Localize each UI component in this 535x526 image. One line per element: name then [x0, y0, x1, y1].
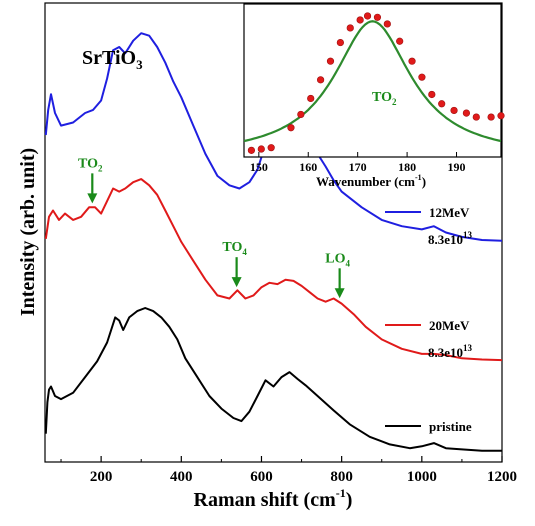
inset-panel: 150 160 170 180 190 TO2 Wavenumber (cm-1) — [243, 3, 505, 189]
inset-x-axis-title: Wavenumber (cm-1) — [316, 173, 426, 189]
inset-data-point — [307, 94, 315, 103]
inset-data-point — [326, 57, 335, 65]
legend: 12MeV 8.3e1013 20MeV 8.3e1013 pristine — [385, 205, 473, 434]
annotation-arrow-head — [334, 288, 345, 299]
inset-data-point — [497, 112, 505, 120]
inset-data-point — [346, 24, 354, 32]
inset-data-point — [257, 145, 265, 153]
x-tick-label: 200 — [90, 469, 113, 485]
inset-tick-label: 190 — [448, 160, 466, 174]
inset-data-point — [336, 38, 344, 47]
inset-data-point — [247, 146, 256, 154]
legend-label-12mev: 12MeV — [429, 205, 470, 220]
inset-data-point — [462, 109, 471, 117]
inset-data-point — [487, 113, 495, 121]
inset-data-point — [396, 37, 404, 45]
inset-data-point — [287, 124, 295, 132]
inset-tick-label: 150 — [250, 160, 268, 174]
legend-label-20mev: 20MeV — [429, 318, 470, 333]
y-axis-title: Intensity (arb. unit) — [17, 148, 39, 316]
inset-data-point — [363, 12, 372, 20]
inset-data-point — [356, 16, 364, 24]
legend-dose-20mev: 8.3e1013 — [428, 343, 473, 360]
annotation-arrow-head — [231, 277, 242, 288]
annotation-arrow-head — [87, 193, 98, 204]
series-line-20mev — [44, 178, 503, 362]
x-axis-title: Raman shift (cm-1) — [194, 486, 353, 511]
x-tick-label: 800 — [330, 469, 353, 485]
x-tick-label: 400 — [170, 469, 193, 485]
inset-data-point — [408, 57, 416, 65]
main-x-ticks: 200 400 600 800 1000 1200 — [60, 456, 517, 485]
annotation-label: TO4 — [222, 240, 247, 257]
inset-data-point — [438, 100, 446, 108]
inset-data-point — [418, 73, 426, 81]
main-series-group — [44, 32, 503, 452]
inset-data-point — [428, 90, 436, 99]
inset-data-point — [472, 113, 480, 121]
inset-data-point — [373, 13, 382, 21]
inset-peak-label: TO2 — [372, 90, 397, 107]
inset-data-point — [297, 110, 305, 119]
inset-frame — [243, 3, 502, 158]
inset-data-point — [383, 20, 391, 28]
material-label: SrTiO3 — [82, 47, 143, 72]
inset-data-point — [450, 106, 458, 115]
x-tick-label: 1200 — [487, 469, 517, 485]
x-tick-label: 1000 — [407, 469, 437, 485]
legend-label-pristine: pristine — [429, 419, 472, 434]
x-tick-label: 600 — [250, 469, 273, 485]
inset-data-point — [267, 144, 275, 152]
inset-data — [243, 12, 505, 154]
annotation-label: LO4 — [325, 251, 350, 268]
peak-annotations: TO2 TO4 LO4 — [78, 156, 351, 299]
annotation-label: TO2 — [78, 156, 103, 173]
inset-tick-label: 180 — [398, 160, 416, 174]
inset-data-point — [317, 76, 325, 84]
inset-tick-label: 160 — [299, 160, 317, 174]
main-plot-frame — [44, 2, 503, 463]
inset-x-ticks: 150 160 170 180 190 — [250, 152, 466, 174]
legend-dose-12mev: 8.3e1013 — [428, 230, 473, 247]
inset-tick-label: 170 — [349, 160, 367, 174]
series-line-12mev — [44, 32, 503, 242]
inset-fit-curve — [243, 20, 502, 143]
series-line-pristine — [44, 307, 502, 452]
